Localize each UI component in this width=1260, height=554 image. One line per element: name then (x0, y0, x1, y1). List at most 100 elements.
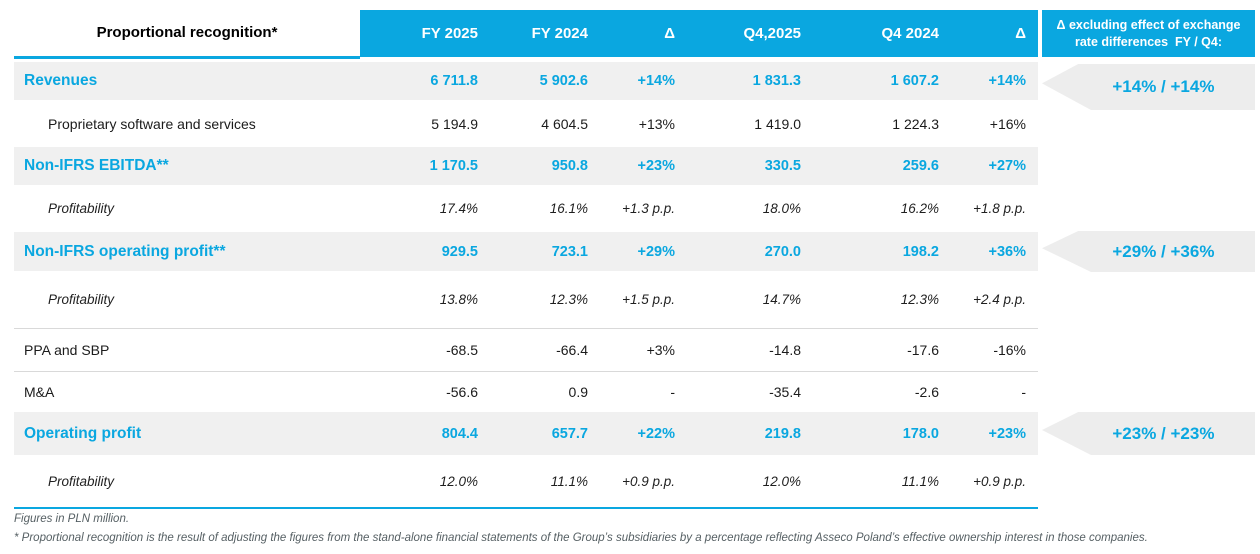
table-header-row: Proportional recognition* FY 2025 FY 202… (14, 10, 1038, 59)
cell-q4-2025: 270.0 (764, 243, 801, 260)
callout-arrow-operating-profit-nonifrs: +29% / +36% (1042, 231, 1255, 272)
cell-fy2025: 1 170.5 (429, 158, 478, 174)
col-header-fy2025: FY 2025 (360, 10, 490, 57)
callout-arrow-operating-profit: +23% / +23% (1042, 412, 1255, 455)
table-row-operating-profit-nonifrs: Non-IFRS operating profit** 929.5 723.1 … (14, 232, 1038, 271)
cell-delta-q4: +27% (988, 158, 1027, 174)
cell-delta-q4: +14% (988, 73, 1027, 89)
cell-fy2025: 6 711.8 (430, 73, 478, 89)
cell-fy2025: 12.0% (360, 455, 490, 509)
table-row-operating-profit: Operating profit 804.4 657.7 +22% 219.8 … (14, 412, 1038, 455)
table-row-ebitda-profitability: Profitability 17.4% 16.1% +1.3 p.p. 18.0… (14, 185, 1038, 232)
cell-fy2025: 929.5 (441, 243, 478, 260)
cell-q4-2024: -2.6 (813, 370, 951, 412)
cell-fy2025: 17.4% (439, 201, 478, 216)
cell-fy2024: 0.9 (490, 370, 600, 412)
row-label: Proprietary software and services (48, 115, 256, 132)
callout-value: +29% / +36% (1112, 241, 1215, 261)
footnote-units: Figures in PLN million. (14, 513, 130, 525)
cell-fy2025: 13.8% (439, 291, 478, 307)
cell-delta-q4: +0.9 p.p. (951, 455, 1038, 509)
exchange-rate-note-header: Δ excluding effect of exchange rate diffe… (1042, 10, 1255, 57)
cell-delta-fy: +1.3 p.p. (622, 201, 675, 216)
table-row-revenues: Revenues 6 711.8 5 902.6 +14% 1 831.3 1 … (14, 62, 1038, 100)
cell-q4-2024: 16.2% (900, 201, 939, 216)
cell-q4-2024: 198.2 (902, 243, 939, 260)
cell-fy2025: -56.6 (360, 370, 490, 412)
cell-q4-2025: 18.0% (762, 201, 801, 216)
cell-fy2024: 5 902.6 (539, 73, 588, 89)
row-label: Profitability (48, 291, 115, 307)
table-row-ppa-sbp: PPA and SBP -68.5 -66.4 +3% -14.8 -17.6 … (14, 327, 1038, 371)
table-row-ma: M&A -56.6 0.9 - -35.4 -2.6 - (14, 370, 1038, 412)
row-label: Profitability (14, 455, 360, 509)
callout-value: +14% / +14% (1112, 77, 1215, 96)
cell-q4-2024: 1 224.3 (892, 115, 939, 132)
cell-q4-2025: 219.8 (764, 425, 801, 442)
table-title: Proportional recognition* (14, 10, 360, 59)
callout-value: +23% / +23% (1112, 423, 1215, 443)
footnote-definition: * Proportional recognition is the result… (14, 532, 1148, 544)
cell-fy2025: 5 194.9 (431, 115, 478, 132)
spacer (14, 57, 1038, 62)
row-label: Operating profit (24, 424, 142, 442)
col-header-q4-2025: Q4,2025 (687, 10, 813, 57)
cell-delta-q4: -16% (951, 327, 1038, 371)
cell-delta-fy: +22% (637, 425, 676, 442)
cell-fy2024: 4 604.5 (541, 115, 588, 132)
row-label: Non-IFRS operating profit** (24, 242, 226, 260)
col-header-fy2024: FY 2024 (490, 10, 600, 57)
cell-fy2024: -66.4 (490, 327, 600, 371)
row-label: PPA and SBP (14, 327, 360, 371)
exchange-note-line2: rate differences FY / Q4: (1074, 34, 1223, 49)
cell-fy2024: 723.1 (551, 243, 588, 260)
cell-fy2024: 16.1% (549, 201, 588, 216)
cell-delta-fy: +13% (638, 115, 675, 132)
cell-fy2024: 657.7 (551, 425, 588, 442)
row-label: Non-IFRS EBITDA** (24, 157, 169, 174)
col-header-delta-fy: Δ (600, 10, 687, 57)
table-row-final-profitability: Profitability 12.0% 11.1% +0.9 p.p. 12.0… (14, 455, 1038, 509)
cell-q4-2025: 14.7% (762, 291, 801, 307)
cell-delta-fy: +3% (600, 327, 687, 371)
row-label: Profitability (48, 201, 115, 216)
cell-delta-q4: +16% (989, 115, 1026, 132)
cell-q4-2024: 11.1% (813, 455, 951, 509)
cell-q4-2024: -17.6 (813, 327, 951, 371)
row-label: Revenues (24, 72, 98, 89)
cell-delta-fy: +29% (637, 243, 676, 260)
cell-q4-2025: 12.0% (687, 455, 813, 509)
callout-arrow-revenues: +14% / +14% (1042, 64, 1255, 110)
exchange-note-line1: Δ excluding effect of exchange (1056, 17, 1241, 32)
col-header-delta-q4: Δ (951, 10, 1038, 57)
cell-q4-2025: -35.4 (687, 370, 813, 412)
cell-fy2024: 12.3% (549, 291, 588, 307)
cell-q4-2024: 178.0 (902, 425, 939, 442)
cell-delta-q4: +36% (988, 243, 1027, 260)
cell-delta-q4: +23% (988, 425, 1027, 442)
cell-q4-2024: 259.6 (902, 158, 939, 174)
cell-delta-q4: - (951, 370, 1038, 412)
cell-q4-2024: 12.3% (900, 291, 939, 307)
financial-results-table: Proportional recognition* FY 2025 FY 202… (14, 10, 1038, 509)
cell-fy2024: 11.1% (490, 455, 600, 509)
table-row-proprietary-software: Proprietary software and services 5 194.… (14, 100, 1038, 147)
cell-q4-2025: 1 831.3 (752, 73, 801, 89)
cell-q4-2025: -14.8 (687, 327, 813, 371)
cell-delta-q4: +2.4 p.p. (973, 291, 1026, 307)
cell-fy2025: -68.5 (360, 327, 490, 371)
cell-fy2025: 804.4 (441, 425, 478, 442)
cell-delta-fy: +1.5 p.p. (622, 291, 675, 307)
cell-delta-fy: +14% (637, 73, 676, 89)
cell-delta-fy: - (600, 370, 687, 412)
col-header-q4-2024: Q4 2024 (813, 10, 951, 57)
table-row-opprofit-profitability: Profitability 13.8% 12.3% +1.5 p.p. 14.7… (14, 271, 1038, 328)
table-row-ebitda: Non-IFRS EBITDA** 1 170.5 950.8 +23% 330… (14, 147, 1038, 185)
row-label: M&A (14, 370, 360, 412)
cell-delta-fy: +0.9 p.p. (600, 455, 687, 509)
cell-q4-2025: 330.5 (764, 158, 801, 174)
cell-q4-2024: 1 607.2 (890, 73, 939, 89)
cell-delta-q4: +1.8 p.p. (973, 201, 1026, 216)
cell-delta-fy: +23% (637, 158, 676, 174)
